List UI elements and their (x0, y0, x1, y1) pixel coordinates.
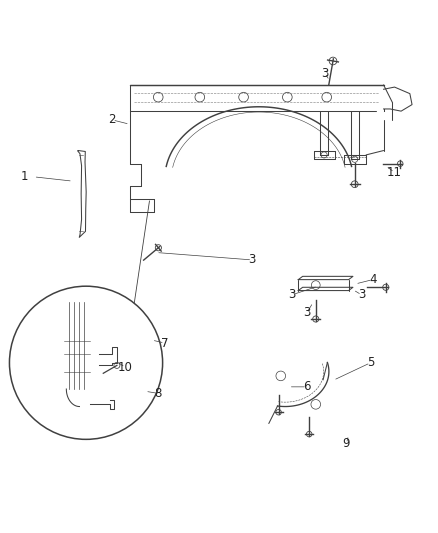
Text: 7: 7 (161, 336, 168, 350)
Text: 2: 2 (108, 114, 116, 126)
Text: 3: 3 (357, 288, 364, 302)
Text: 9: 9 (342, 437, 350, 450)
Text: 1: 1 (21, 170, 28, 183)
Text: 4: 4 (368, 273, 375, 286)
Text: 3: 3 (248, 253, 255, 266)
Circle shape (10, 286, 162, 439)
Text: 8: 8 (154, 387, 162, 400)
Text: 11: 11 (386, 166, 401, 179)
Text: 5: 5 (366, 356, 373, 369)
Text: 10: 10 (118, 361, 133, 374)
Text: 3: 3 (320, 67, 328, 79)
Text: 3: 3 (287, 288, 295, 302)
Text: 6: 6 (303, 381, 310, 393)
Text: 3: 3 (303, 306, 310, 319)
